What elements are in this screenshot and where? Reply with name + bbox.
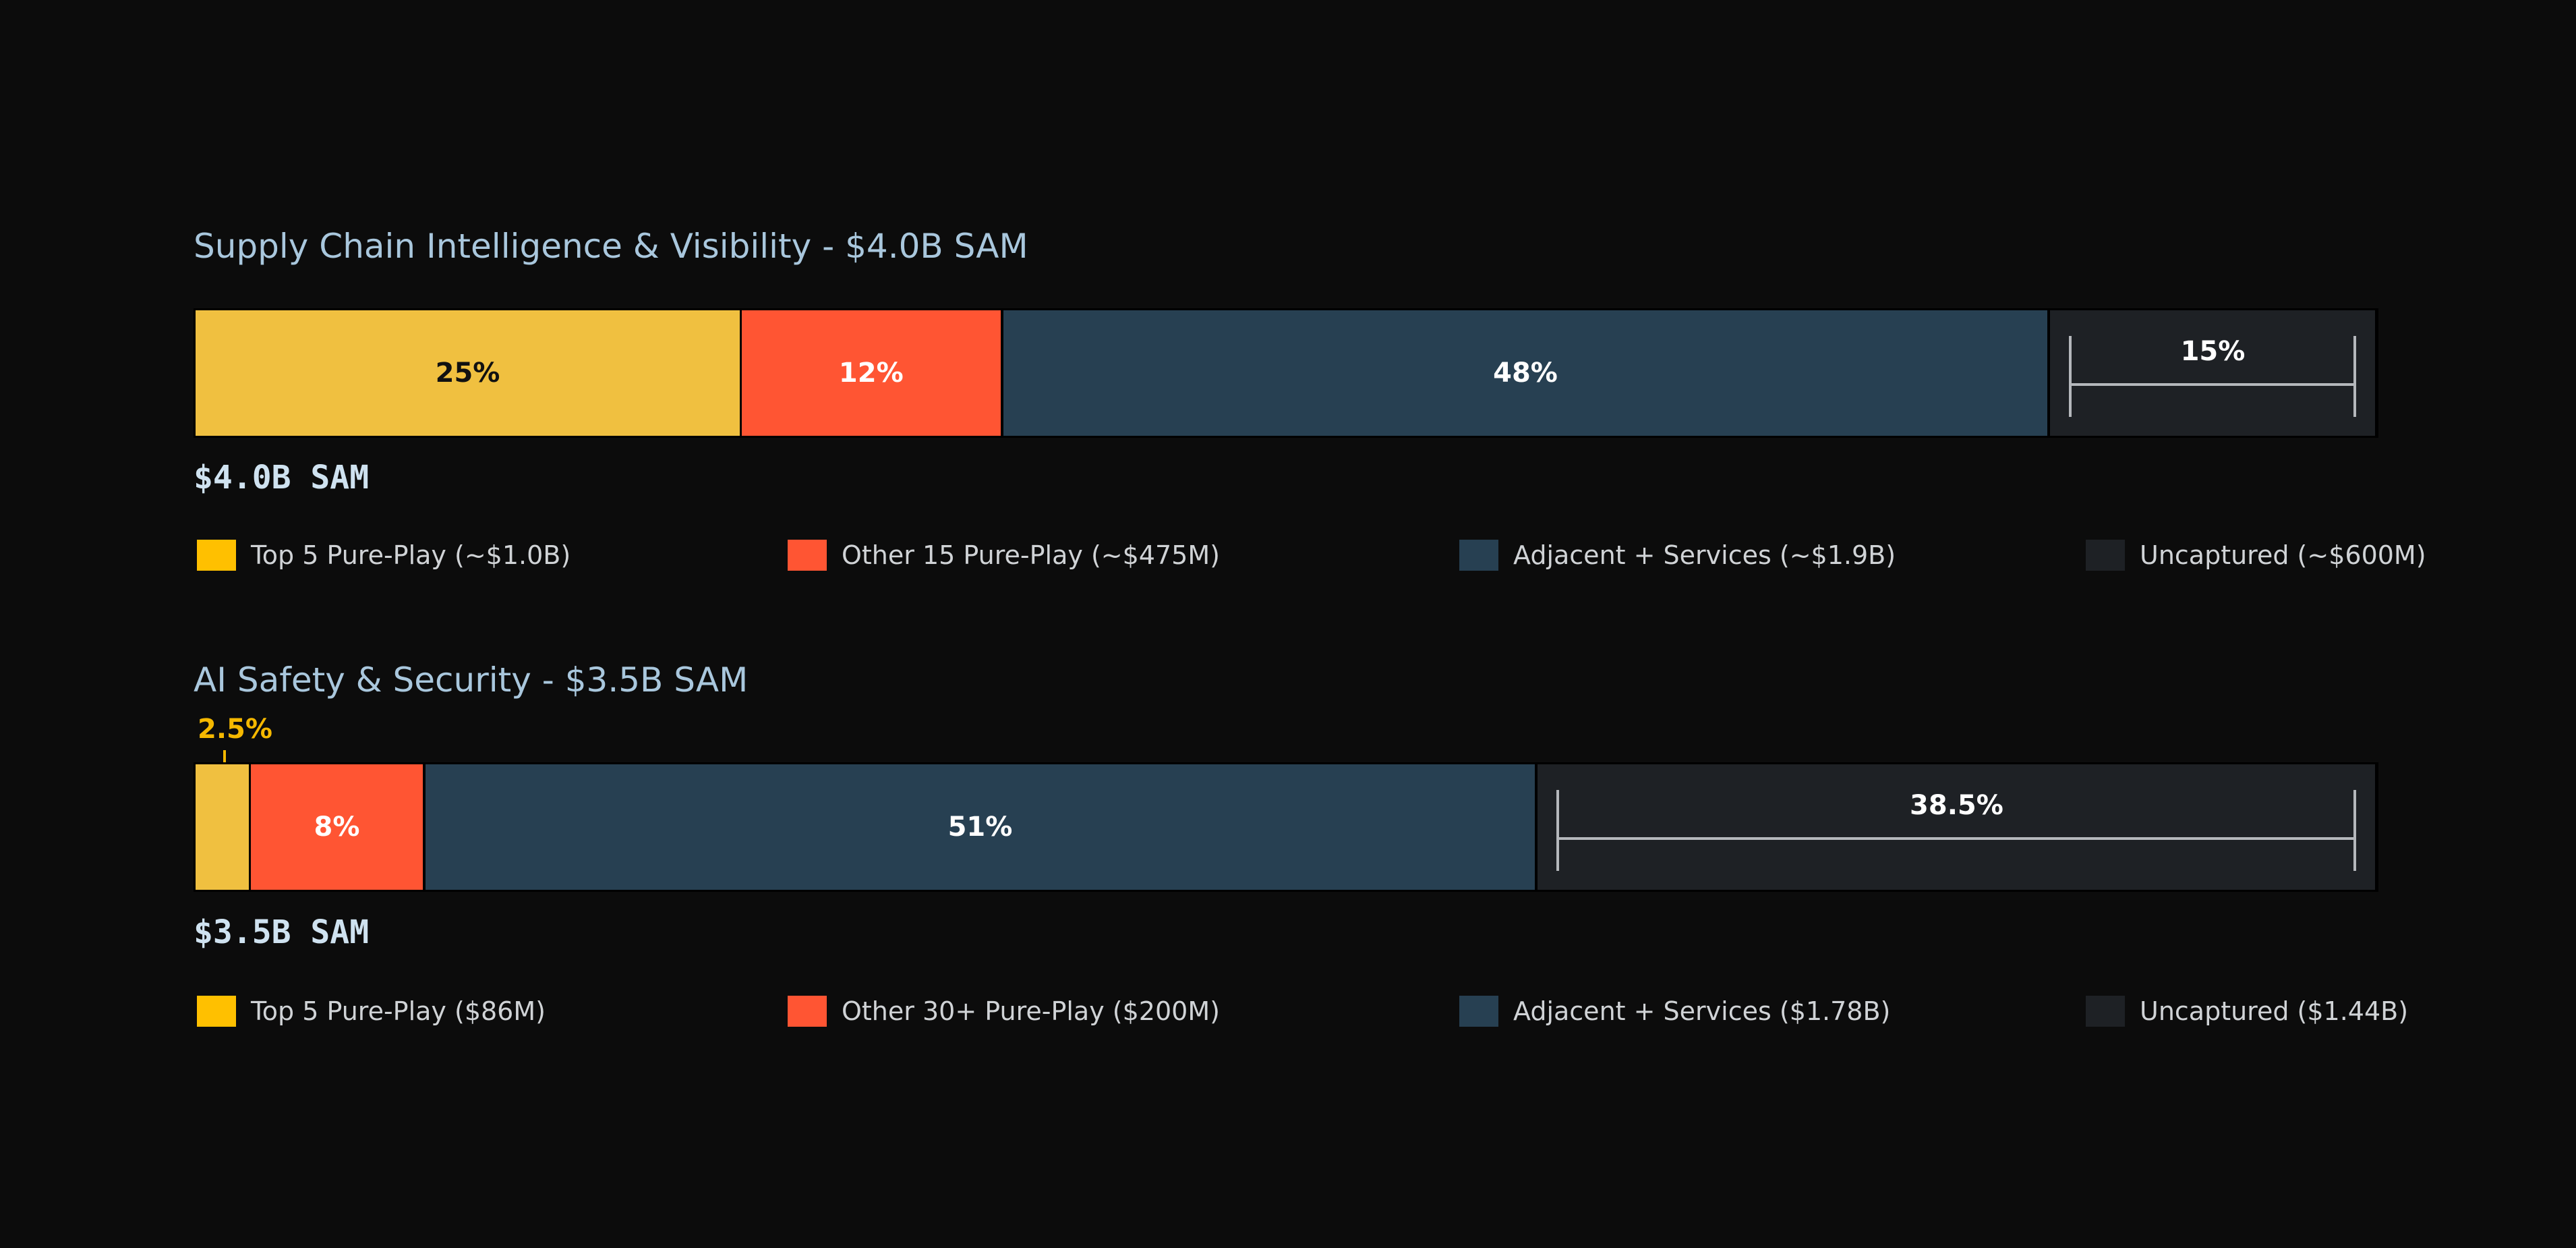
- legend-swatch: [788, 540, 827, 571]
- callout-leader-line: [223, 750, 226, 765]
- bracket-line: [1556, 837, 2357, 840]
- legend-item-uncaptured: Uncaptured (~$600M): [2086, 540, 2426, 571]
- legend-swatch: [2086, 540, 2125, 571]
- bar-segment-top5: 25%: [196, 310, 740, 436]
- bar-segment-uncaptured: 38.5%: [1538, 764, 2376, 890]
- legend-swatch: [788, 996, 827, 1027]
- chart-title: Supply Chain Intelligence & Visibility -…: [194, 227, 1028, 266]
- segment-value-label: 8%: [314, 812, 360, 843]
- total-label: $3.5B SAM: [194, 913, 370, 951]
- legend-swatch: [197, 996, 236, 1027]
- stacked-bar: 8% 51% 38.5%: [194, 762, 2378, 892]
- legend-item-other: Other 30+ Pure-Play ($200M): [788, 996, 1220, 1027]
- legend-label: Other 15 Pure-Play (~$475M): [842, 540, 1220, 570]
- segment-value-label: 48%: [1493, 358, 1558, 389]
- legend-swatch: [2086, 996, 2125, 1027]
- legend-swatch: [197, 540, 236, 571]
- legend-item-adjacent: Adjacent + Services (~$1.9B): [1459, 540, 1896, 571]
- uncaptured-bracket: 38.5%: [1556, 790, 2357, 871]
- uncaptured-bracket: 15%: [2069, 336, 2357, 417]
- legend-swatch: [1459, 540, 1498, 571]
- bar-segment-other: 8%: [251, 764, 423, 890]
- legend-item-top5: Top 5 Pure-Play ($86M): [197, 996, 546, 1027]
- bracket-tick-right: [2353, 790, 2357, 871]
- legend-label: Adjacent + Services (~$1.9B): [1513, 540, 1896, 570]
- bar-segment-adjacent: 48%: [1003, 310, 2047, 436]
- legend-label: Uncaptured ($1.44B): [2140, 996, 2409, 1026]
- segment-value-label: 25%: [435, 358, 500, 389]
- legend-swatch: [1459, 996, 1498, 1027]
- legend-item-top5: Top 5 Pure-Play (~$1.0B): [197, 540, 570, 571]
- bar-segment-other: 12%: [742, 310, 1001, 436]
- chart-title: AI Safety & Security - $3.5B SAM: [194, 660, 749, 700]
- bar-segment-top5: [196, 764, 250, 890]
- bracket-tick-left: [2069, 336, 2072, 417]
- segment-value-label: 12%: [838, 358, 904, 389]
- legend-label: Top 5 Pure-Play (~$1.0B): [251, 540, 571, 570]
- segment-value-label: 15%: [2180, 336, 2246, 367]
- total-label: $4.0B SAM: [194, 459, 370, 497]
- small-segment-callout: 2.5%: [198, 714, 272, 745]
- segment-value-label: 38.5%: [1910, 790, 2003, 821]
- segment-value-label: 51%: [947, 812, 1013, 843]
- bracket-tick-right: [2353, 336, 2357, 417]
- legend-label: Uncaptured (~$600M): [2140, 540, 2426, 570]
- bar-segment-uncaptured: 15%: [2050, 310, 2376, 436]
- legend-item-other: Other 15 Pure-Play (~$475M): [788, 540, 1220, 571]
- bracket-tick-left: [1556, 790, 1560, 871]
- legend-label: Adjacent + Services ($1.78B): [1513, 996, 1891, 1026]
- legend-item-adjacent: Adjacent + Services ($1.78B): [1459, 996, 1890, 1027]
- stacked-bar: 25% 12% 48% 15%: [194, 308, 2378, 438]
- legend-label: Other 30+ Pure-Play ($200M): [842, 996, 1220, 1026]
- bar-segment-adjacent: 51%: [426, 764, 1535, 890]
- legend-item-uncaptured: Uncaptured ($1.44B): [2086, 996, 2408, 1027]
- bracket-line: [2069, 383, 2357, 386]
- legend-label: Top 5 Pure-Play ($86M): [251, 996, 546, 1026]
